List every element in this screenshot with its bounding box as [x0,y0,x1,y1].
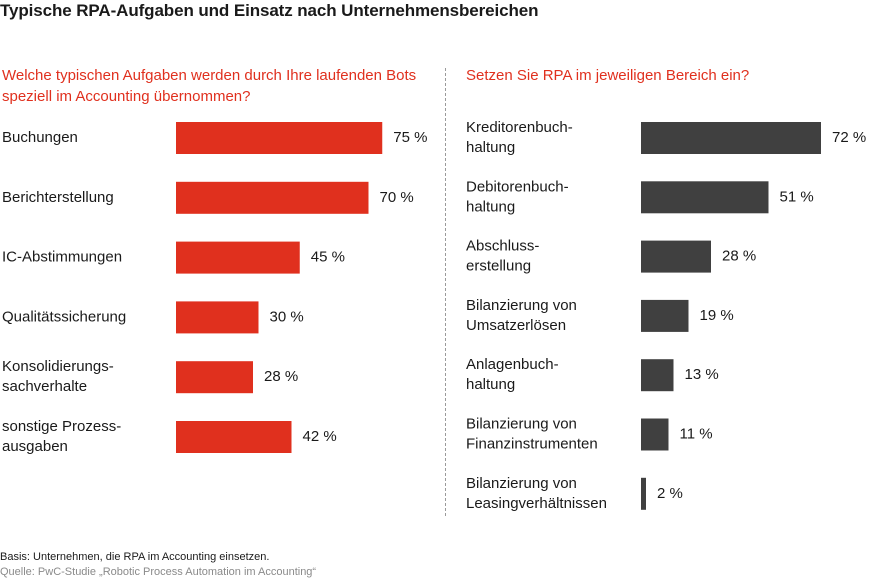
category-label: Bilanzierung von Finanzinstrumenten [466,415,598,452]
panel-divider [445,68,446,516]
value-label: 75 % [393,129,427,146]
category-label: Kreditorenbuch-haltung [466,119,573,156]
footer-basis: Basis: Unternehmen, die RPA im Accountin… [0,551,270,563]
category-label: Berichterstellung [2,189,114,206]
value-label: 28 % [722,248,756,265]
bar [641,299,689,332]
category-label: Debitorenbuch-haltung [466,178,569,215]
bar [176,122,383,154]
value-label: 30 % [270,308,304,325]
bar [641,418,669,451]
bar [176,301,259,334]
chart-title: Typische RPA-Aufgaben und Einsatz nach U… [0,1,539,20]
bar [641,122,821,154]
value-label: 11 % [680,425,713,442]
category-label: Konsolidierungs-sachverhalte [2,358,114,395]
category-label: Bilanzierung von Leasingverhältnissen [466,475,607,512]
category-label: Abschluss-erstellung [466,238,539,275]
category-label: Anlagenbuch-haltung [466,356,559,393]
value-label: 45 % [311,249,345,266]
bar [641,240,711,273]
category-label: IC-Abstimmungen [2,249,122,266]
value-label: 72 % [832,129,866,146]
value-label: 42 % [303,428,337,445]
value-label: 70 % [380,189,414,206]
bar [176,421,292,453]
category-label: sonstige Prozess-ausgaben [2,418,121,455]
bar [176,361,253,394]
value-label: 51 % [780,188,814,205]
bar [641,359,674,392]
value-label: 2 % [657,485,683,502]
bar [641,477,646,510]
value-label: 13 % [685,366,719,383]
footer-source: Quelle: PwC-Studie „Robotic Process Auto… [0,566,317,578]
bar [176,241,300,274]
value-label: 19 % [700,307,734,324]
right-chart-question: Setzen Sie RPA im jeweiligen Bereich ein… [466,67,750,84]
value-label: 28 % [264,368,298,385]
bar [641,181,769,214]
category-label: Qualitätssicherung [2,308,126,325]
left-chart-question: Welche typischen Aufgaben werden durch I… [2,67,417,105]
category-label: Buchungen [2,129,78,146]
bar [176,181,369,214]
category-label: Bilanzierung von Umsatzerlösen [466,297,577,334]
